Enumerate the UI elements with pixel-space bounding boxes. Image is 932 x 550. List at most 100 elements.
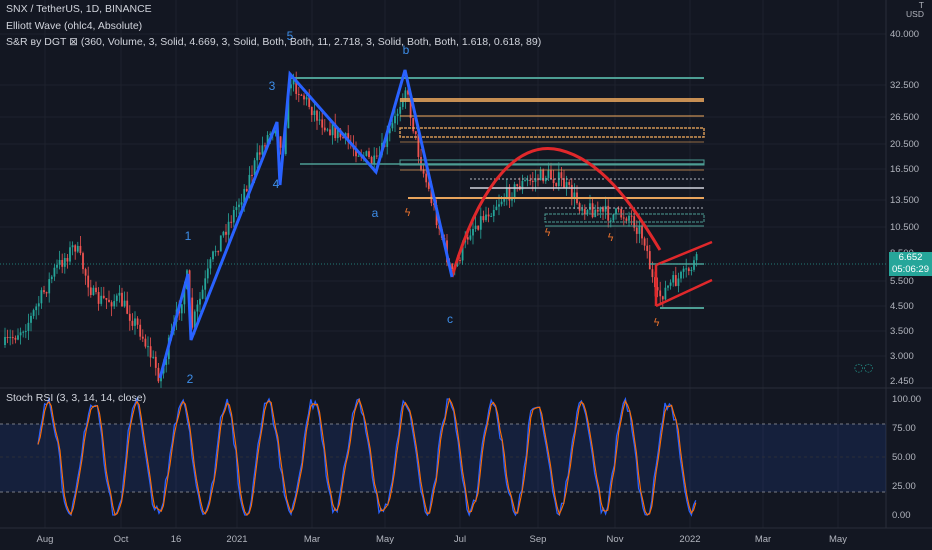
wave-label-3: 3 [269,79,276,93]
elliott-wave-indicator-label[interactable]: Elliott Wave (ohlc4, Absolute) [6,20,143,32]
candle-body [628,215,630,221]
rounding-top-arc[interactable] [450,147,662,278]
candle-body [542,169,545,182]
candle-body [651,269,654,278]
candle-body [568,182,571,185]
candle-body [58,259,61,265]
price-tick-label: 40.000 [890,29,919,40]
candle-body [308,97,311,107]
candle-body [48,279,51,294]
candle-body [248,174,251,192]
unit-label: USD [906,9,924,19]
candle-body [152,356,155,358]
candle-body [82,253,84,270]
rsi-tick-label: 100.00 [892,394,921,405]
candle-body [544,177,547,182]
candle-body [334,123,337,139]
time-axis[interactable]: Aug Oct 16 2021 Mar May Jul Sep Nov 2022 Mar May [37,534,848,545]
candle-body [131,320,134,326]
bar-countdown: 05:06:29 [892,264,929,275]
candle-body [563,178,565,189]
price-tick-label: 5.500 [890,276,914,287]
candle-body [422,169,425,174]
candle-body [37,303,40,307]
candle-body [40,290,43,304]
wave-label-5: 5 [287,29,294,43]
compare-icon[interactable]: ◌◌ [854,361,873,374]
wave-labels: 1 2 3 4 5 a b c [185,29,453,386]
candle-body [505,187,508,199]
candle-body [56,264,58,268]
candle-body [87,275,90,288]
candle-body [664,287,667,300]
candle-body [128,313,131,321]
candle-body [71,245,74,248]
candle-body [230,221,233,223]
candle-body [110,302,113,307]
candle-body [417,134,420,157]
candle-body [266,135,269,146]
candle-body [243,188,246,203]
price-channel[interactable] [654,240,713,308]
candle-body [490,216,493,218]
elliott-wave-line[interactable] [158,69,454,379]
candle-body [420,156,422,170]
candlestick-series [4,71,698,388]
candle-body [459,259,461,261]
time-tick-label: Aug [37,534,54,545]
candle-body [583,208,586,215]
candle-body [485,214,487,221]
candle-body [113,301,116,307]
candle-body [227,221,230,235]
candle-body [365,151,368,156]
candle-body [573,192,576,200]
candle-body [399,106,402,114]
candle-body [321,119,324,128]
candle-body [11,337,14,339]
stoch-rsi-label[interactable]: Stoch RSI (3, 3, 14, 14, close) [6,392,147,404]
candle-body [370,157,373,164]
candle-body [396,113,399,117]
candle-body [591,203,594,218]
candle-body [331,123,334,136]
candle-body [336,129,339,139]
candle-body [513,184,516,199]
wave-label-1: 1 [185,229,192,243]
candle-body [539,169,542,181]
lightning-icon: ϟ [653,316,660,329]
sr-indicator-label[interactable]: S&R вy DGT ⊠ (360, Volume, 3, Solid, 4.6… [6,36,542,48]
candle-body [258,152,261,155]
candle-body [386,133,389,147]
candle-body [76,245,79,252]
price-tick-label: 13.500 [890,195,919,206]
candle-body [136,318,139,325]
time-tick-label: Nov [607,534,624,545]
price-axis[interactable]: 40.000 32.500 26.500 20.500 16.500 13.500 10.5… [890,29,919,387]
candle-body [97,292,100,304]
time-tick-label: Jul [454,534,466,545]
candle-body [201,289,204,299]
price-tick-label: 4.500 [890,301,914,312]
symbol-title[interactable]: SNX / TetherUS, 1D, BINANCE [6,3,152,15]
rsi-axis[interactable]: 100.00 75.00 50.00 25.00 0.00 [892,394,921,521]
candle-body [594,209,597,218]
candle-body [355,148,357,157]
candle-body [225,231,227,235]
candle-body [121,292,123,307]
candle-body [482,216,485,221]
candle-body [687,268,690,272]
candle-body [264,145,266,147]
candle-body [357,155,360,157]
candle-body [165,359,168,365]
candle-body [19,332,22,336]
candle-body [643,238,646,246]
candle-body [604,205,607,212]
candle-body [206,268,209,279]
candle-body [425,173,428,183]
candle-body [43,290,45,293]
candle-body [50,276,53,280]
candle-body [394,116,396,124]
support-resistance-zones [290,77,705,309]
candle-body [534,178,537,182]
